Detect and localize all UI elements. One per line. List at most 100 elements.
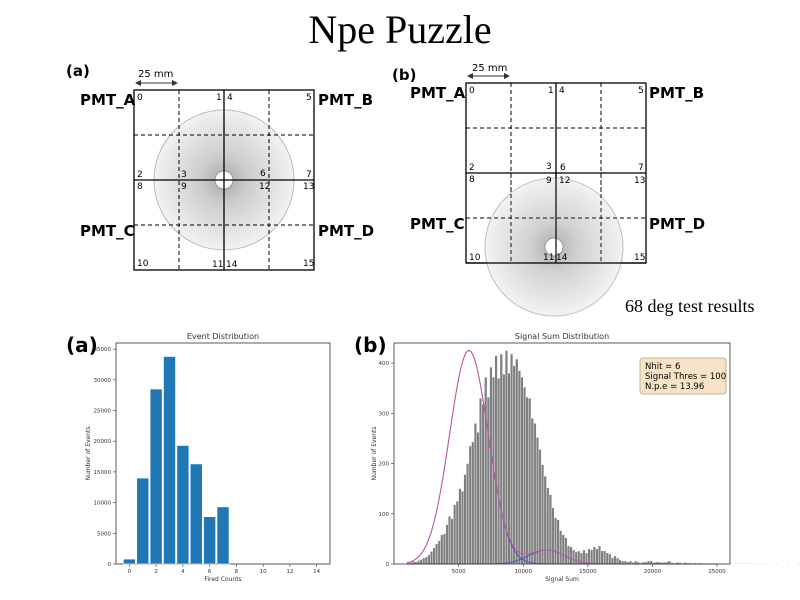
legend-entry: Signal Thres = 100	[645, 372, 726, 382]
histogram-bar	[484, 376, 488, 565]
slide-title: Npe Puzzle	[308, 7, 492, 52]
pixel-numbers-a: 0 1 4 5 2 3 6 7 8 9 12 13 10 11 14 15	[137, 93, 314, 270]
histogram-bar	[546, 487, 550, 565]
histogram-bar	[618, 559, 622, 565]
plot-frame	[393, 342, 731, 565]
histogram-bar	[564, 537, 568, 565]
histogram-bar	[797, 563, 800, 565]
histogram-bar	[608, 553, 612, 565]
chart-panel-label-a: (a)	[66, 333, 98, 357]
histogram-bar	[442, 533, 446, 565]
bar	[163, 356, 176, 565]
pixel-number: 1	[216, 93, 222, 103]
histogram-bar	[755, 563, 759, 565]
histogram-bar	[515, 358, 519, 565]
bar	[189, 463, 203, 565]
chart-panel-label-b: (b)	[354, 333, 387, 357]
bar	[203, 516, 216, 565]
histogram-bar	[556, 519, 560, 565]
pixel-number: 8	[469, 175, 475, 185]
histogram-bar	[435, 543, 439, 565]
y-tick-label: 10000	[94, 501, 112, 507]
pixel-number: 3	[181, 170, 187, 180]
y-tick-label: 300	[379, 411, 390, 417]
diagram-b: 25 mm (b) PMT_A PMT_B PMT_C PMT_D 0 1 4 …	[392, 63, 705, 317]
histogram-bar	[585, 552, 589, 565]
histogram-bar	[502, 373, 506, 565]
histogram-bar	[419, 559, 423, 565]
histogram-bar	[603, 550, 607, 565]
histogram-bar	[440, 534, 444, 565]
pixel-number: 11	[543, 253, 554, 263]
histogram-bar	[548, 494, 552, 565]
histogram-bar	[432, 547, 436, 565]
y-tick-label: 200	[379, 462, 390, 468]
slide-subtitle: 68 deg test results	[625, 296, 755, 316]
pixel-number: 9	[546, 176, 552, 186]
histogram-bar	[613, 555, 617, 565]
pixel-number: 8	[137, 182, 143, 192]
pixel-number: 3	[546, 162, 552, 172]
x-axis: 0 2 4 6 8 10 12 14	[128, 564, 321, 575]
histogram-bar	[538, 449, 542, 565]
histogram-bar	[471, 441, 475, 565]
pixel-number: 5	[638, 86, 644, 96]
scale-label-b: 25 mm	[472, 63, 507, 74]
histogram-bar	[445, 524, 449, 565]
histogram-bar	[600, 550, 604, 565]
histogram-bar	[598, 545, 601, 565]
y-axis-label: Number of Events	[85, 426, 92, 480]
y-tick-label: 35000	[94, 347, 112, 353]
histogram-bar	[595, 548, 599, 565]
histogram-bar	[476, 432, 480, 565]
legend-entry: N.p.e = 13.96	[645, 382, 704, 392]
histogram-bars	[406, 350, 800, 565]
pixel-number: 14	[556, 253, 568, 263]
histogram-bar	[468, 445, 472, 565]
pixel-number: 0	[469, 86, 475, 96]
x-tick-label: 8	[235, 569, 239, 575]
histogram-bar	[520, 376, 524, 565]
pixel-number: 13	[303, 182, 314, 192]
histogram-bar	[535, 437, 539, 565]
x-tick-label: 10	[260, 569, 267, 575]
histogram-bar	[510, 353, 514, 565]
chart-title: Event Distribution	[187, 332, 259, 341]
diagram-a: 25 mm (a) PMT_A PMT_B PMT_C PMT_D 0 1 4 …	[66, 62, 374, 271]
histogram-bar	[559, 530, 563, 565]
histogram-bar	[740, 563, 744, 565]
histogram-bar	[582, 549, 586, 565]
histogram-bar	[486, 397, 490, 565]
legend-entry: Nhit = 6	[645, 362, 680, 372]
x-tick-label: 4	[181, 569, 185, 575]
histogram-bar	[427, 554, 431, 565]
x-tick-label: 0	[128, 569, 132, 575]
pixel-number: 6	[260, 169, 266, 179]
histogram-bar	[479, 398, 483, 565]
histogram-bar	[587, 548, 591, 565]
histogram-bar	[530, 418, 534, 565]
pixel-number: 13	[634, 176, 645, 186]
pixel-number: 15	[634, 253, 645, 263]
bar	[216, 506, 230, 565]
histogram-bar	[481, 404, 485, 565]
histogram-bar	[512, 365, 516, 565]
y-axis: 0 100 200 300 400	[379, 361, 394, 568]
histogram-bar	[473, 423, 477, 565]
y-tick-label: 25000	[94, 409, 112, 415]
pixel-number: 7	[638, 163, 644, 173]
pmt-label: PMT_D	[649, 215, 705, 233]
pixel-number: 10	[469, 253, 481, 263]
histogram-bar	[786, 563, 790, 565]
histogram-bar	[466, 463, 470, 565]
legend-box: Nhit = 6 Signal Thres = 100 N.p.e = 13.9…	[639, 357, 727, 395]
panel-label-a: (a)	[66, 62, 90, 80]
bars	[123, 356, 230, 565]
y-tick-label: 20000	[94, 439, 112, 445]
pmt-label: PMT_A	[410, 84, 466, 102]
histogram-bar	[543, 475, 547, 565]
x-axis: 5000 10000 15000 20000 25000	[452, 564, 726, 575]
